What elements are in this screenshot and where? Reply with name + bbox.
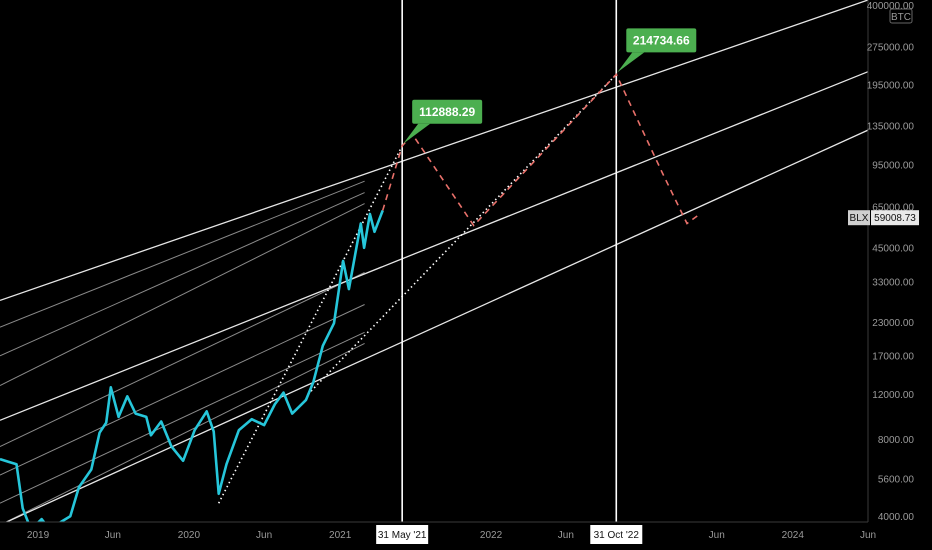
fan-line bbox=[0, 192, 365, 357]
annotation-pointer bbox=[403, 123, 431, 144]
time-marker-box bbox=[590, 525, 643, 544]
price-tick-label: 5600.00 bbox=[878, 474, 915, 485]
time-axis-panel[interactable] bbox=[0, 522, 932, 550]
fan-line bbox=[0, 342, 365, 526]
price-axis-panel[interactable] bbox=[868, 0, 932, 522]
time-marker-label: 31 May '21 bbox=[376, 525, 429, 544]
price-tick-label: 45000.00 bbox=[872, 243, 914, 254]
annotation-box bbox=[412, 99, 483, 124]
price-tick-label: 23000.00 bbox=[872, 318, 914, 329]
last-price-box bbox=[871, 210, 919, 226]
fan-line bbox=[0, 331, 365, 504]
time-tick-label: 2022 bbox=[480, 530, 503, 541]
time-axis-marker-labels: 31 May '21 31 Oct '22 bbox=[376, 525, 643, 544]
price-annotation[interactable]: 214734.66 bbox=[617, 28, 697, 73]
time-tick-label: 2020 bbox=[178, 530, 201, 541]
price-tick-label: 17000.00 bbox=[872, 351, 914, 362]
price-annotation[interactable]: 112888.29 bbox=[403, 99, 483, 144]
last-price-value: 59008.73 bbox=[874, 213, 916, 224]
channel-lines bbox=[0, 0, 869, 526]
dotted-trendline bbox=[307, 73, 617, 395]
price-axis-ticks: 400000.00 275000.00 195000.00 135000.00 9500… bbox=[867, 1, 915, 523]
price-tick-label: 275000.00 bbox=[867, 42, 915, 53]
series-name-box bbox=[848, 210, 870, 226]
time-axis-ticks: 2019 Jun 2020 Jun 2021 2022 Jun Jun 2024 Jun bbox=[27, 530, 876, 541]
time-tick-label: Jun bbox=[558, 530, 574, 541]
last-price-tag: BLX 59008.73 bbox=[848, 210, 919, 226]
projection-line bbox=[381, 72, 698, 227]
time-tick-label: 2021 bbox=[329, 530, 352, 541]
projection-path bbox=[381, 72, 698, 227]
price-series bbox=[0, 210, 384, 533]
price-tick-label: 33000.00 bbox=[872, 278, 914, 289]
symbol-badge[interactable]: BTC bbox=[889, 8, 913, 24]
vertical-markers[interactable] bbox=[401, 0, 618, 522]
time-tick-label: Jun bbox=[709, 530, 725, 541]
channel-line bbox=[0, 129, 869, 526]
symbol-badge-text: BTC bbox=[891, 12, 911, 23]
price-tick-label: 195000.00 bbox=[867, 81, 915, 92]
time-marker-text: 31 May '21 bbox=[378, 530, 427, 541]
price-tick-label: 135000.00 bbox=[867, 121, 915, 132]
time-marker-label: 31 Oct '22 bbox=[590, 525, 643, 544]
channel-line bbox=[0, 71, 869, 421]
time-tick-label: 2024 bbox=[782, 530, 805, 541]
fan-lines bbox=[0, 180, 365, 526]
annotation-box bbox=[626, 28, 697, 53]
price-tick-label: 65000.00 bbox=[872, 202, 914, 213]
annotation-text: 112888.29 bbox=[419, 105, 475, 119]
time-marker-box bbox=[376, 525, 429, 544]
price-tick-label: 12000.00 bbox=[872, 390, 914, 401]
annotation-pointer bbox=[617, 52, 645, 73]
price-line bbox=[0, 210, 384, 533]
price-annotations[interactable]: 112888.29 214734.66 bbox=[403, 28, 697, 144]
price-tick-label: 8000.00 bbox=[878, 435, 915, 446]
time-tick-label: Jun bbox=[860, 530, 876, 541]
annotation-text: 214734.66 bbox=[633, 33, 690, 47]
price-tick-label: 4000.00 bbox=[878, 512, 915, 523]
time-marker-text: 31 Oct '22 bbox=[594, 530, 640, 541]
time-tick-label: Jun bbox=[256, 530, 272, 541]
fan-line bbox=[0, 180, 365, 328]
price-tick-label: 400000.00 bbox=[867, 1, 915, 12]
channel-line bbox=[0, 0, 869, 302]
fan-line bbox=[0, 272, 365, 448]
fan-line bbox=[0, 203, 365, 386]
price-tick-label: 95000.00 bbox=[872, 160, 914, 171]
time-tick-label: 2019 bbox=[27, 530, 50, 541]
fan-line bbox=[0, 304, 365, 476]
dotted-trendlines bbox=[217, 73, 617, 504]
series-name-label: BLX bbox=[850, 213, 869, 224]
time-tick-label: Jun bbox=[105, 530, 121, 541]
